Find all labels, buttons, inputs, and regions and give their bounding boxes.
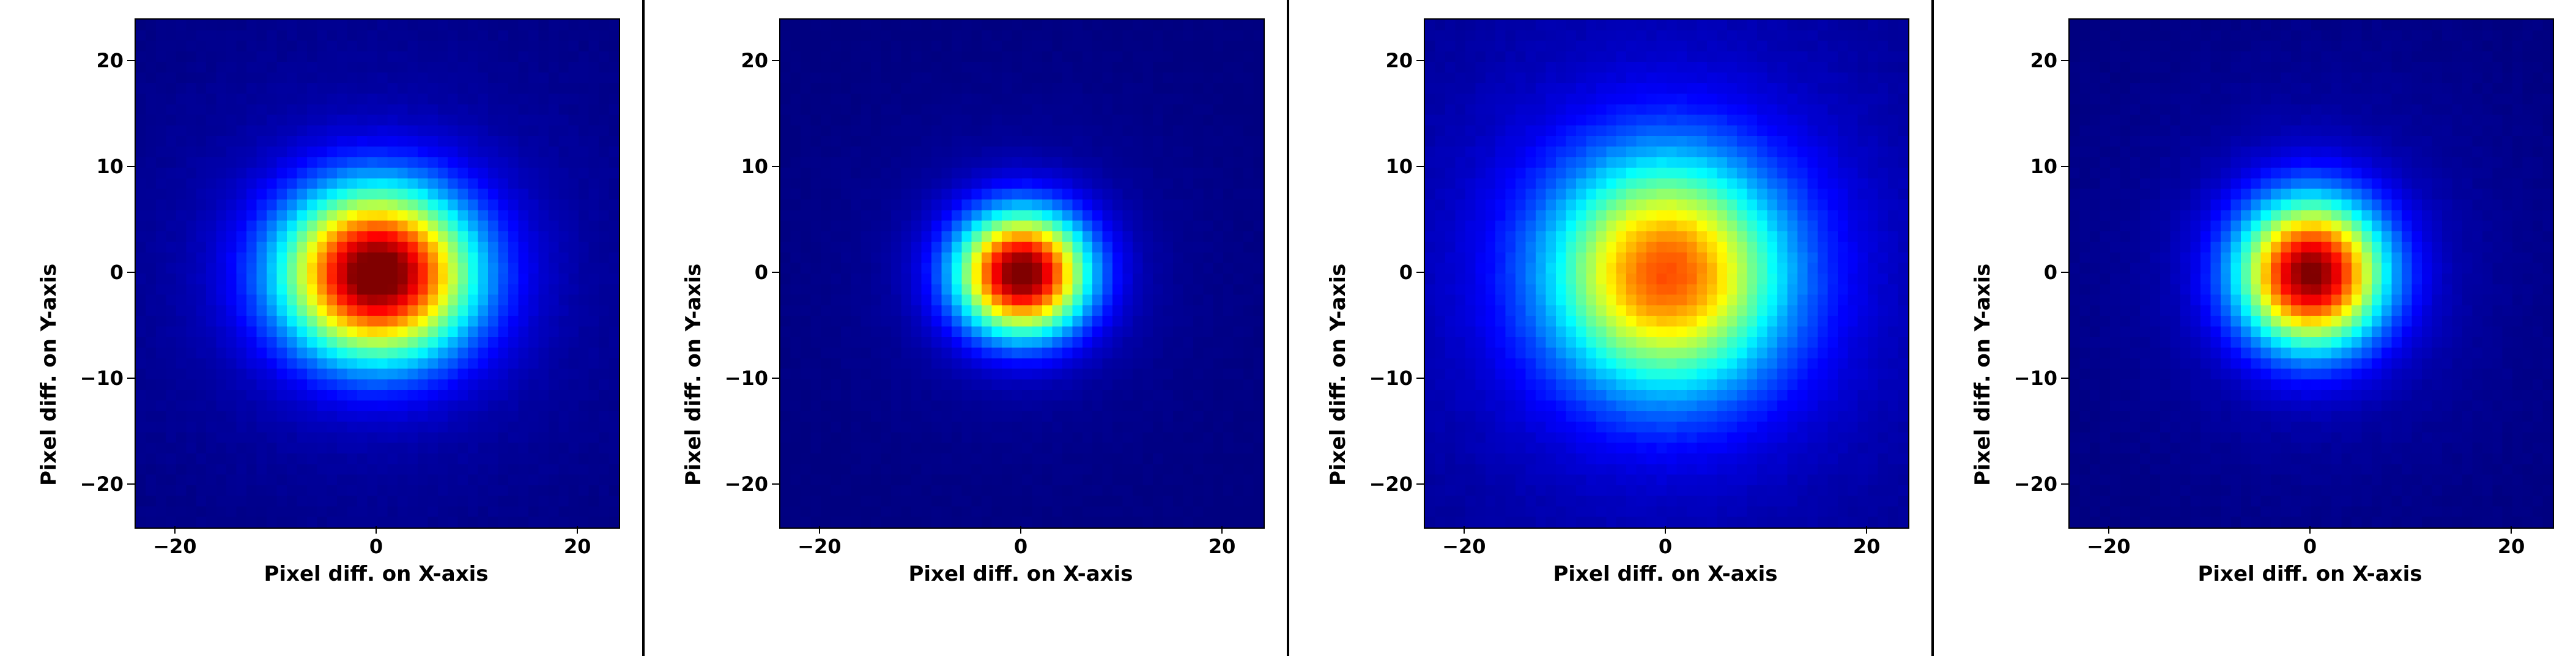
ytick — [2061, 483, 2068, 485]
ytick-label: 10 — [96, 155, 124, 178]
ytick — [127, 272, 135, 273]
xtick — [2309, 526, 2311, 534]
ytick-label: −10 — [1369, 367, 1413, 390]
heatmap-canvas — [136, 20, 619, 527]
heatmap-canvas — [2070, 20, 2553, 527]
xtick-label: −20 — [795, 535, 844, 558]
ytick — [1416, 378, 1424, 379]
heatmap-panel: −20 −10 0 10 20 −20 0 20 Pixel diff. on Y-axis Pi… — [1289, 0, 1931, 656]
xtick — [1020, 526, 1021, 534]
ytick-label: −10 — [80, 367, 124, 390]
xlabel: Pixel diff. on X-axis — [1424, 562, 1907, 586]
ytick — [2061, 378, 2068, 379]
xlabel: Pixel diff. on X-axis — [135, 562, 618, 586]
ytick — [1416, 483, 1424, 485]
ytick — [1416, 272, 1424, 273]
xtick-label: 0 — [1641, 535, 1690, 558]
xtick — [1665, 526, 1666, 534]
ylabel: Pixel diff. on Y-axis — [681, 263, 706, 485]
xtick — [1221, 526, 1223, 534]
figure-row: −20 −10 0 10 20 −20 0 20 Pixel diff. on Y-axis Pi… — [0, 0, 2576, 656]
ylabel: Pixel diff. on Y-axis — [1971, 263, 1995, 485]
ytick-label: 20 — [1385, 49, 1413, 72]
xtick-label: 20 — [2487, 535, 2536, 558]
ytick-label: −20 — [1369, 472, 1413, 496]
ytick — [2061, 272, 2068, 273]
ytick — [127, 378, 135, 379]
ytick-label: 20 — [741, 49, 768, 72]
ylabel: Pixel diff. on Y-axis — [1326, 263, 1350, 485]
xtick — [1464, 526, 1465, 534]
ytick-label: 0 — [755, 261, 768, 284]
ytick-label: −10 — [725, 367, 768, 390]
xtick-label: 0 — [996, 535, 1045, 558]
ytick — [1416, 166, 1424, 167]
ytick — [127, 483, 135, 485]
xtick-label: −20 — [150, 535, 199, 558]
plot-area — [779, 18, 1265, 529]
plot-area — [1424, 18, 1909, 529]
ytick-label: 20 — [2030, 49, 2057, 72]
ytick-label: 10 — [2030, 155, 2057, 178]
xtick — [2511, 526, 2512, 534]
ytick-label: −20 — [2014, 472, 2057, 496]
xtick-label: −20 — [1440, 535, 1489, 558]
ytick-label: −20 — [725, 472, 768, 496]
ytick-label: −20 — [80, 472, 124, 496]
xlabel: Pixel diff. on X-axis — [779, 562, 1262, 586]
ylabel: Pixel diff. on Y-axis — [37, 263, 61, 485]
heatmap-canvas — [1425, 20, 1908, 527]
xtick — [2108, 526, 2109, 534]
xtick-label: −20 — [2084, 535, 2133, 558]
xtick — [1866, 526, 1867, 534]
ytick — [127, 60, 135, 61]
heatmap-panel: −20 −10 0 10 20 −20 0 20 Pixel diff. on Y-axis Pi… — [0, 0, 642, 656]
ytick — [1416, 60, 1424, 61]
ytick-label: −10 — [2014, 367, 2057, 390]
xtick-label: 0 — [2285, 535, 2334, 558]
xtick-label: 0 — [352, 535, 401, 558]
plot-area — [135, 18, 620, 529]
xtick-label: 20 — [1842, 535, 1891, 558]
ytick — [2061, 166, 2068, 167]
ytick — [772, 378, 779, 379]
ytick-label: 20 — [96, 49, 124, 72]
ytick-label: 10 — [741, 155, 768, 178]
ytick — [772, 272, 779, 273]
xlabel: Pixel diff. on X-axis — [2068, 562, 2552, 586]
heatmap-panel: −20 −10 0 10 20 −20 0 20 Pixel diff. on Y-axis Pi… — [1934, 0, 2576, 656]
heatmap-panel: −20 −10 0 10 20 −20 0 20 Pixel diff. on Y-axis Pi… — [645, 0, 1287, 656]
xtick — [174, 526, 176, 534]
ytick-label: 0 — [110, 261, 124, 284]
plot-area — [2068, 18, 2554, 529]
xtick — [376, 526, 377, 534]
ytick-label: 0 — [1399, 261, 1413, 284]
ytick — [127, 166, 135, 167]
xtick-label: 20 — [1197, 535, 1246, 558]
heatmap-canvas — [780, 20, 1264, 527]
ytick-label: 0 — [2044, 261, 2057, 284]
ytick — [772, 483, 779, 485]
ytick — [772, 166, 779, 167]
ytick — [772, 60, 779, 61]
xtick — [577, 526, 578, 534]
ytick — [2061, 60, 2068, 61]
xtick-label: 20 — [553, 535, 602, 558]
xtick — [819, 526, 820, 534]
ytick-label: 10 — [1385, 155, 1413, 178]
